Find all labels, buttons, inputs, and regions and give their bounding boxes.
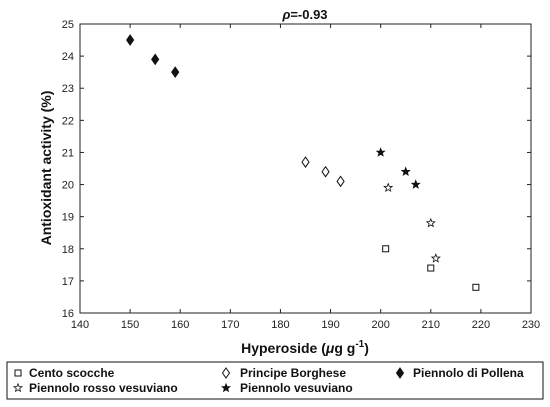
axes: 140 150 160 170 180 190 200 210 220 230 16 17 18 19 20… [62, 19, 540, 331]
x-tick-label: 190 [321, 319, 339, 331]
data-point [425, 217, 436, 228]
x-tick-label: 210 [422, 319, 440, 331]
y-tick-label: 19 [62, 212, 74, 224]
legend-label: Piennolo rosso vesuviano [29, 381, 178, 395]
x-tick-label: 180 [271, 319, 289, 331]
data-point [410, 179, 421, 189]
data-point [301, 156, 310, 168]
x-axis-label-mu: μ [325, 340, 335, 356]
data-point [472, 283, 480, 291]
legend-marker [14, 369, 22, 377]
legend-marker [12, 382, 24, 393]
legend-marker [220, 382, 232, 393]
data-point [382, 245, 390, 253]
legend-label: Piennolo di Pollena [413, 366, 524, 380]
data-point [126, 34, 135, 46]
legend-label: Piennolo vesuviano [240, 381, 353, 395]
x-axis-label-exp: -1 [355, 339, 364, 350]
x-tick-label: 140 [71, 319, 89, 331]
y-tick-label: 18 [62, 244, 74, 256]
data-point [375, 147, 386, 157]
legend-box [6, 361, 544, 400]
y-axis-label: Antioxidant activity (%) [38, 91, 54, 246]
y-tick-label: 23 [62, 83, 74, 95]
data-point [151, 53, 160, 66]
x-tick-label: 200 [371, 319, 389, 331]
x-tick-label: 220 [472, 319, 490, 331]
legend-marker [395, 367, 405, 379]
title-value: =-0.93 [290, 7, 327, 22]
legend-label: Cento scocche [29, 366, 115, 380]
y-tick-label: 20 [62, 180, 74, 192]
chart-title: ρ=-0.93 [281, 7, 327, 22]
data-point [400, 166, 411, 177]
data-point [430, 253, 441, 263]
y-tick-label: 24 [62, 51, 74, 63]
data-point [171, 66, 180, 79]
x-axis-label: Hyperoside (μg g-1) [241, 339, 369, 356]
legend-marker [221, 367, 231, 379]
legend: Cento scocche Principe Borghese Piennolo d… [6, 361, 544, 400]
x-tick-label: 170 [221, 319, 239, 331]
plot-frame [79, 23, 532, 314]
data-points [126, 34, 480, 291]
y-tick-label: 22 [62, 115, 74, 127]
y-tick-label: 25 [62, 19, 74, 31]
y-tick-label: 16 [62, 308, 74, 320]
data-point [336, 175, 345, 188]
x-tick-label: 230 [522, 319, 540, 331]
legend-label: Principe Borghese [240, 366, 346, 380]
x-axis-label-unit: g g [334, 340, 355, 356]
x-tick-label: 160 [171, 319, 189, 331]
x-axis-label-suffix: ) [364, 340, 369, 356]
data-point [321, 165, 330, 178]
x-tick-label: 150 [121, 319, 139, 331]
y-tick-label: 21 [62, 147, 74, 159]
title-rho: ρ [281, 7, 290, 22]
x-axis-label-prefix: Hyperoside ( [241, 340, 326, 356]
data-point [383, 182, 394, 193]
data-point [427, 264, 435, 272]
y-tick-label: 17 [62, 276, 74, 288]
